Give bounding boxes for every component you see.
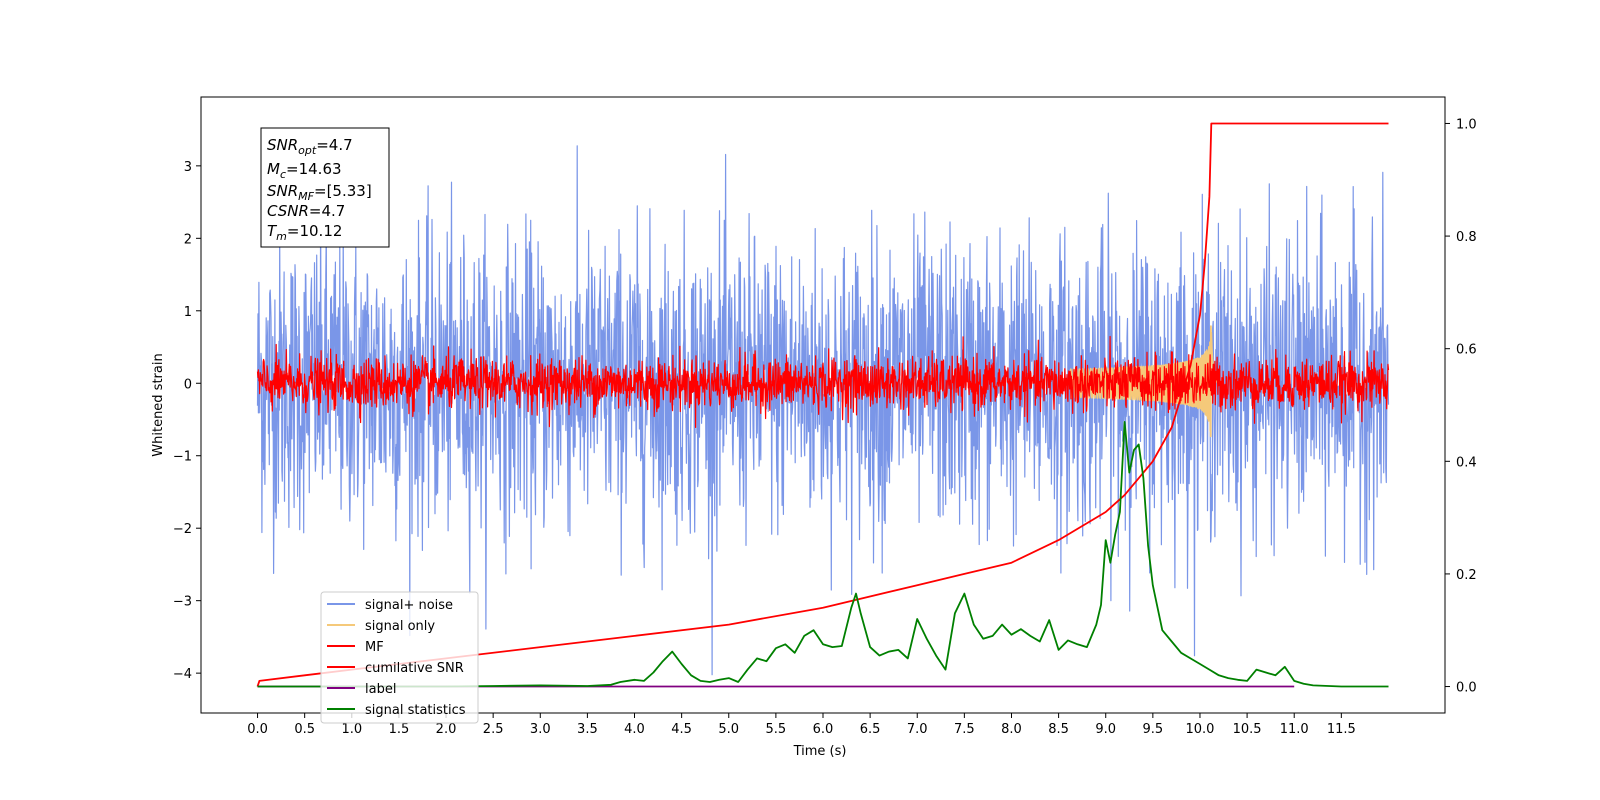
x-tick-label: 10.0 [1185,722,1214,737]
x-tick-label: 1.0 [341,722,362,737]
x-tick-label: 8.0 [1001,722,1022,737]
series-signal-statistics-line [257,421,1389,688]
y-tick-label: −2 [173,522,192,537]
x-tick-label: 4.5 [671,722,692,737]
series-mf-line [256,335,1390,428]
x-tick-label: 3.5 [577,722,598,737]
x-tick-label: 7.0 [907,722,928,737]
y-tick-label: 3 [184,160,192,175]
x-tick-label: 11.0 [1280,722,1309,737]
x-axis: 0.0 0.5 1.0 1.5 2.0 2.5 3.0 3.5 4.0 4.5 5.0 5.5 6.0 6… [247,713,1356,737]
annotation-box: SNRopt=4.7 Mc=14.63 SNRMF=[5.33] CSNR=4.… [260,127,390,248]
x-tick-label: 2.5 [483,722,504,737]
y-axis-label: Whitened strain [151,353,166,456]
y-tick-label: 2 [184,232,192,247]
annotation-tm: Tm=10.12 [267,222,342,243]
x-tick-label: 0.5 [294,722,315,737]
x-tick-label: 9.0 [1095,722,1116,737]
legend-label: label [365,682,396,697]
y2-tick-label: 0.8 [1456,230,1477,245]
y-tick-label: −4 [173,667,192,682]
y2-tick-label: 0.2 [1456,568,1477,583]
annotation-csnr: CSNR=4.7 [267,202,345,220]
annotation-frame [260,127,390,248]
legend-frame [320,591,479,724]
y2-tick-label: 1.0 [1456,117,1477,132]
x-tick-label: 4.0 [624,722,645,737]
legend-label: cumilative SNR [365,661,464,676]
x-axis-label: Time (s) [793,744,847,759]
y2-tick-label: 0.4 [1456,455,1477,470]
x-tick-label: 9.5 [1143,722,1164,737]
x-tick-label: 5.5 [766,722,787,737]
x-tick-label: 7.5 [954,722,975,737]
x-tick-label: 6.0 [813,722,834,737]
x-tick-label: 6.5 [860,722,881,737]
x-tick-label: 3.0 [530,722,551,737]
y-tick-label: −1 [173,450,192,465]
legend-label: signal+ noise [365,598,453,613]
x-tick-label: 1.5 [389,722,410,737]
y2-tick-label: 0.0 [1456,681,1477,696]
y-tick-label: 0 [184,377,192,392]
annotation-snr-opt: SNRopt=4.7 [267,136,353,157]
x-tick-label: 8.5 [1048,722,1069,737]
y-axis-left: −4 −3 −2 −1 0 1 2 3 [173,160,201,682]
x-tick-label: 2.0 [436,722,457,737]
x-tick-label: 11.5 [1327,722,1356,737]
annotation-mc: Mc=14.63 [267,160,342,181]
y-axis-right: 0.0 0.2 0.4 0.6 0.8 1.0 [1445,117,1477,696]
legend-label: signal only [365,619,435,634]
y-tick-label: 1 [184,305,192,320]
legend-label: MF [365,640,384,655]
y-tick-label: −3 [173,595,192,610]
legend-label: signal statistics [365,703,466,718]
x-tick-label: 5.0 [718,722,739,737]
legend: signal+ noise signal only MF cumilative SNR… [320,591,479,724]
y2-tick-label: 0.6 [1456,343,1477,358]
x-tick-label: 10.5 [1233,722,1262,737]
annotation-snr-mf: SNRMF=[5.33] [267,182,372,203]
x-tick-label: 0.0 [247,722,268,737]
